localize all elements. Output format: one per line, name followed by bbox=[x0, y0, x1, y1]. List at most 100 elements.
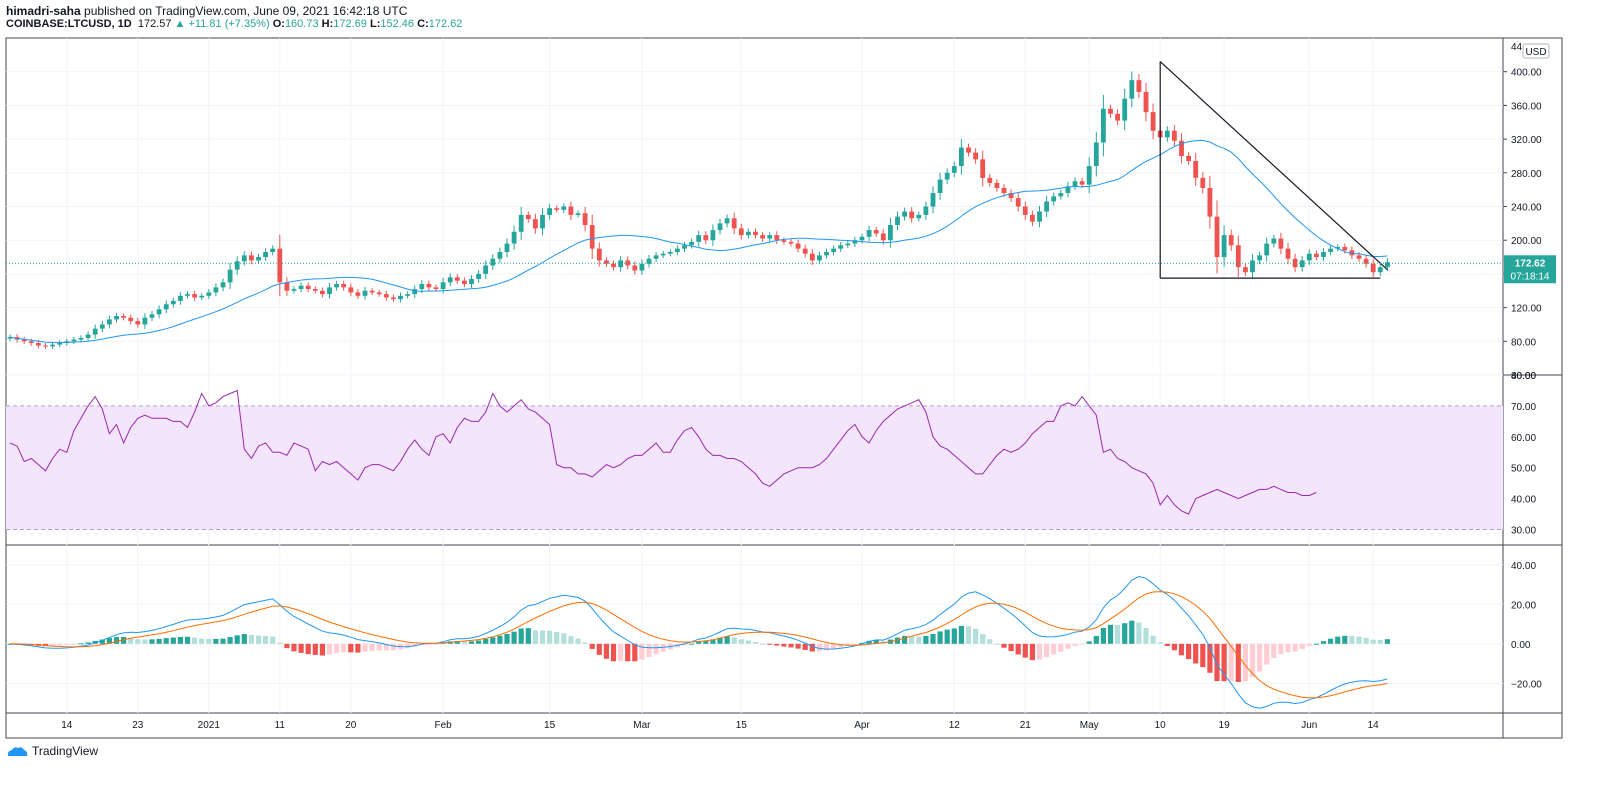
histogram-bar bbox=[142, 639, 148, 644]
rsi-tick-label: 80.00 bbox=[1511, 371, 1536, 382]
time-tick-label: 14 bbox=[1368, 720, 1380, 731]
time-tick-label: 23 bbox=[132, 720, 144, 731]
candle-body bbox=[71, 339, 77, 342]
histogram-bar bbox=[1178, 643, 1185, 656]
candle-body bbox=[469, 278, 474, 285]
candle-body bbox=[1164, 130, 1170, 138]
tradingview-logo[interactable]: TradingView bbox=[6, 744, 98, 758]
candle-body bbox=[561, 206, 567, 210]
candle-body bbox=[618, 260, 623, 268]
candle-body bbox=[731, 218, 737, 229]
histogram-bar bbox=[681, 643, 688, 646]
candle-body bbox=[817, 255, 822, 261]
histogram-bar bbox=[1022, 643, 1028, 658]
candle-body bbox=[426, 284, 432, 288]
candle-body bbox=[1172, 130, 1177, 141]
candle-body bbox=[192, 294, 197, 298]
price-tick-label: 280.00 bbox=[1511, 169, 1542, 180]
candle-body bbox=[710, 230, 716, 241]
candle-body bbox=[1065, 186, 1071, 194]
histogram-bar bbox=[206, 638, 212, 644]
histogram-bar bbox=[731, 637, 737, 644]
histogram-bar bbox=[1072, 643, 1078, 647]
candle-body bbox=[1207, 187, 1213, 217]
histogram-bar bbox=[660, 643, 666, 652]
histogram-bar bbox=[298, 643, 304, 653]
high-label: H: bbox=[321, 18, 334, 30]
candle-body bbox=[36, 342, 41, 346]
histogram-bar bbox=[50, 643, 56, 647]
price-tick-label: 400.00 bbox=[1511, 68, 1542, 79]
histogram-bar bbox=[1271, 643, 1277, 658]
histogram-bar bbox=[1299, 643, 1305, 650]
candle-body bbox=[788, 241, 794, 244]
candle-body bbox=[440, 282, 446, 290]
candle-body bbox=[504, 243, 510, 252]
histogram-bar bbox=[277, 642, 283, 644]
histogram-bar bbox=[64, 643, 70, 645]
open-value: 160.73 bbox=[284, 18, 319, 30]
histogram-bar bbox=[866, 640, 872, 644]
candle-body bbox=[1221, 235, 1227, 258]
candle-body bbox=[362, 290, 368, 296]
histogram-bar bbox=[639, 643, 645, 660]
histogram-bar bbox=[1313, 643, 1319, 645]
candle-body bbox=[518, 214, 524, 232]
candle-body bbox=[994, 182, 1000, 188]
histogram-bar bbox=[1115, 625, 1121, 644]
histogram-bar bbox=[1384, 639, 1390, 644]
candle-body bbox=[1200, 177, 1206, 188]
histogram-bar bbox=[1370, 639, 1376, 644]
histogram-bar bbox=[305, 643, 311, 655]
histogram-bar bbox=[937, 631, 943, 644]
histogram-bar bbox=[390, 643, 396, 651]
candle-body bbox=[980, 159, 986, 178]
histogram-bar bbox=[1235, 643, 1241, 682]
candle-body bbox=[511, 231, 517, 244]
time-tick-label: 15 bbox=[736, 720, 748, 731]
histogram-bar bbox=[852, 643, 858, 645]
histogram-bar bbox=[625, 643, 631, 662]
candle-body bbox=[142, 317, 148, 325]
histogram-bar bbox=[227, 637, 233, 644]
rsi-tick-label: 70.00 bbox=[1511, 402, 1536, 413]
candle-body bbox=[1101, 108, 1106, 143]
histogram-bar bbox=[461, 641, 467, 644]
histogram-bar bbox=[1228, 643, 1234, 681]
histogram-bar bbox=[234, 635, 240, 644]
histogram-bar bbox=[1292, 643, 1298, 652]
candle-body bbox=[135, 321, 141, 325]
candle-body bbox=[1356, 255, 1362, 259]
candle-body bbox=[895, 216, 900, 226]
histogram-bar bbox=[923, 635, 929, 644]
time-tick-label: 19 bbox=[1219, 720, 1231, 731]
histogram-bar bbox=[1136, 622, 1142, 644]
candle-body bbox=[298, 285, 304, 290]
histogram-bar bbox=[873, 640, 879, 644]
histogram-bar bbox=[1122, 623, 1128, 644]
candle-body bbox=[1370, 263, 1376, 273]
published-text: published on TradingView.com, June 09, 2… bbox=[84, 4, 408, 18]
candle-body bbox=[547, 208, 552, 215]
candle-body bbox=[213, 287, 219, 293]
histogram-bar bbox=[263, 636, 269, 644]
histogram-bar bbox=[1214, 643, 1220, 682]
candle-body bbox=[270, 248, 276, 252]
histogram-bar bbox=[760, 643, 766, 645]
symbol-legend: COINBASE:LTCUSD, 1D 172.57 ▲ +11.81 (+7.… bbox=[6, 18, 462, 30]
histogram-bar bbox=[1107, 624, 1114, 644]
histogram-bar bbox=[831, 643, 837, 650]
histogram-bar bbox=[121, 636, 127, 644]
symbol-name[interactable]: COINBASE:LTCUSD, 1D bbox=[6, 18, 132, 30]
histogram-bar bbox=[1036, 643, 1043, 660]
currency-badge[interactable] bbox=[1522, 43, 1550, 59]
chart-frame bbox=[5, 37, 1563, 739]
histogram-bar bbox=[788, 643, 794, 648]
candle-body bbox=[795, 243, 801, 249]
candle-body bbox=[589, 225, 595, 249]
candle-body bbox=[1079, 181, 1085, 185]
candle-body bbox=[1122, 98, 1128, 121]
author-name[interactable]: himadri-saha bbox=[6, 4, 81, 18]
trendline[interactable] bbox=[1159, 61, 1388, 271]
